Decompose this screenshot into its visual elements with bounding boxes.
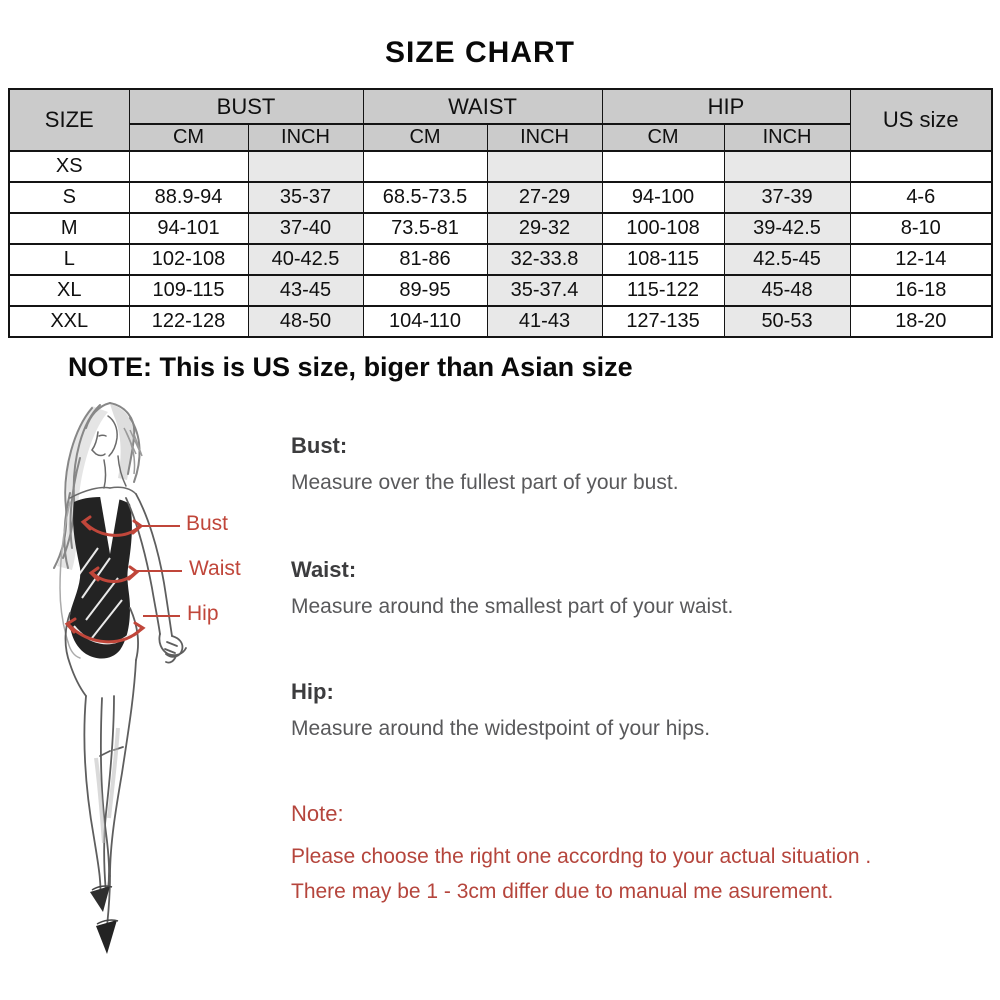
table-cell: 89-95: [362, 274, 488, 307]
table-row-xs: XS: [8, 150, 993, 183]
disclaimer-note-line-1: Please choose the right one accordng to …: [291, 845, 872, 868]
table-cell: 108-115: [601, 243, 725, 276]
table-cell: 4-6: [849, 181, 993, 214]
disclaimer-note-block: Note: Please choose the right one accord…: [291, 801, 971, 909]
figure-label-hip: Hip: [187, 602, 219, 625]
leg-strokes: [64, 607, 139, 937]
table-cell: [247, 150, 364, 183]
page-title: SIZE CHART: [385, 36, 575, 69]
measurement-arcs: [64, 515, 146, 644]
table-cell: 48-50: [247, 305, 364, 338]
col-header-waist: WAIST: [362, 88, 603, 125]
table-cell: 8-10: [849, 212, 993, 245]
size-cell: M: [8, 212, 130, 245]
instruction-block-hip: Hip: Measure around the widestpoint of y…: [291, 679, 931, 741]
table-cell: 39-42.5: [723, 212, 851, 245]
table-cell: [601, 150, 725, 183]
table-cell: 122-128: [128, 305, 249, 338]
size-cell: XS: [8, 150, 130, 183]
label-connector-lines: [136, 525, 182, 617]
table-cell: 115-122: [601, 274, 725, 307]
unit-header-waist-inch: INCH: [486, 123, 603, 152]
table-row-xxl: XXL 122-128 48-50 104-110 41-43 127-135 …: [8, 305, 993, 338]
table-cell: 102-108: [128, 243, 249, 276]
table-cell: 45-48: [723, 274, 851, 307]
table-cell: [128, 150, 249, 183]
col-header-hip: HIP: [601, 88, 851, 125]
col-header-bust: BUST: [128, 88, 364, 125]
table-cell: 40-42.5: [247, 243, 364, 276]
unit-header-bust-cm: CM: [128, 123, 249, 152]
table-cell: 18-20: [849, 305, 993, 338]
size-cell: XXL: [8, 305, 130, 338]
instruction-body-bust: Measure over the fullest part of your bu…: [291, 471, 679, 494]
table-row-s: S 88.9-94 35-37 68.5-73.5 27-29 94-100 3…: [8, 181, 993, 214]
table-cell: 16-18: [849, 274, 993, 307]
table-cell: 37-39: [723, 181, 851, 214]
face-strokes: [69, 415, 137, 499]
disclaimer-note-heading: Note:: [291, 801, 344, 826]
arm-hatching: [123, 427, 143, 475]
instruction-heading-waist: Waist:: [291, 557, 357, 582]
table-cell: 43-45: [247, 274, 364, 307]
table-cell: 81-86: [362, 243, 488, 276]
table-cell: 73.5-81: [362, 212, 488, 245]
table-cell: [362, 150, 488, 183]
table-cell: 12-14: [849, 243, 993, 276]
col-header-us-size: US size: [849, 88, 993, 152]
table-cell: 127-135: [601, 305, 725, 338]
measurement-figure: Bust Waist Hip: [30, 398, 290, 970]
table-header-row-units: CM INCH CM INCH CM INCH: [9, 123, 992, 152]
table-cell: 94-100: [601, 181, 725, 214]
table-cell: 42.5-45: [723, 243, 851, 276]
table-cell: [723, 150, 851, 183]
unit-header-bust-inch: INCH: [247, 123, 364, 152]
table-cell: 32-33.8: [486, 243, 603, 276]
table-cell: 104-110: [362, 305, 488, 338]
table-cell: 37-40: [247, 212, 364, 245]
instruction-heading-hip: Hip:: [291, 679, 334, 704]
table-cell: [849, 150, 993, 183]
table-header-row-groups: SIZE BUST WAIST HIP US size: [8, 88, 993, 152]
table-cell: 35-37.4: [486, 274, 603, 307]
table-cell: 109-115: [128, 274, 249, 307]
table-cell: 88.9-94: [128, 181, 249, 214]
table-row-xl: XL 109-115 43-45 89-95 35-37.4 115-122 4…: [8, 274, 993, 307]
instruction-body-waist: Measure around the smallest part of your…: [291, 595, 734, 618]
instruction-block-bust: Bust: Measure over the fullest part of y…: [291, 433, 931, 495]
figure-label-bust: Bust: [186, 512, 229, 535]
instruction-heading-bust: Bust:: [291, 433, 348, 458]
table-cell: 50-53: [723, 305, 851, 338]
us-size-note-heading: NOTE: This is US size, biger than Asian …: [68, 352, 633, 382]
size-cell: S: [8, 181, 130, 214]
woman-sketch-svg: [53, 402, 187, 954]
size-chart-table: SIZE BUST WAIST HIP US size CM INCH CM I…: [8, 88, 994, 338]
table-row-m: M 94-101 37-40 73.5-81 29-32 100-108 39-…: [8, 212, 993, 245]
size-cell: XL: [8, 274, 130, 307]
instruction-block-waist: Waist: Measure around the smallest part …: [291, 557, 931, 619]
figure-label-waist: Waist: [189, 557, 241, 580]
table-cell: 41-43: [486, 305, 603, 338]
table-cell: 94-101: [128, 212, 249, 245]
col-header-size: SIZE: [8, 88, 130, 152]
table-row-l: L 102-108 40-42.5 81-86 32-33.8 108-115 …: [8, 243, 993, 276]
table-cell: 68.5-73.5: [362, 181, 488, 214]
table-cell: 100-108: [601, 212, 725, 245]
back-shoe: [90, 886, 110, 912]
disclaimer-note-line-2: There may be 1 - 3cm differ due to manua…: [291, 880, 834, 903]
table-cell: 35-37: [247, 181, 364, 214]
size-table-container: SIZE BUST WAIST HIP US size CM INCH CM I…: [8, 88, 994, 338]
unit-header-waist-cm: CM: [362, 123, 488, 152]
unit-header-hip-cm: CM: [601, 123, 725, 152]
table-cell: [486, 150, 603, 183]
arm-strokes: [125, 493, 187, 664]
table-cell: 27-29: [486, 181, 603, 214]
table-cell: 29-32: [486, 212, 603, 245]
unit-header-hip-inch: INCH: [723, 123, 851, 152]
instruction-body-hip: Measure around the widestpoint of your h…: [291, 717, 711, 740]
size-cell: L: [8, 243, 130, 276]
front-shoe: [96, 920, 117, 954]
